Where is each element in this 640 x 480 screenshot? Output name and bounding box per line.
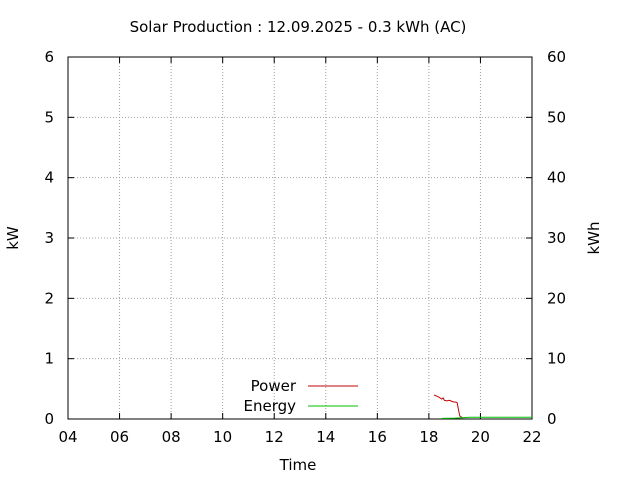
- series-line-power: [433, 394, 463, 419]
- legend: Power Energy: [243, 377, 358, 415]
- y2-tick-label: 10: [547, 350, 566, 368]
- y-tick-label: 2: [44, 289, 54, 307]
- x-tick-label: 14: [316, 428, 335, 446]
- series-line-energy: [441, 416, 532, 419]
- x-tick-label: 04: [58, 428, 77, 446]
- y-tick-label: 5: [44, 108, 54, 126]
- y-tick-label: 1: [44, 350, 54, 368]
- x-tick-label: 10: [213, 428, 232, 446]
- y2-tick-label: 20: [547, 289, 566, 307]
- grid-lines: [68, 57, 532, 419]
- y2-tick-label: 60: [547, 48, 566, 66]
- x-tick-label: 20: [471, 428, 490, 446]
- x-axis-label: Time: [279, 456, 317, 474]
- y-axis-label: kW: [4, 226, 22, 250]
- x-tick-label: 16: [368, 428, 387, 446]
- legend-label-power: Power: [251, 377, 297, 395]
- y2-tick-label: 50: [547, 108, 566, 126]
- axis-ticks: [67, 56, 533, 420]
- x-tick-label: 22: [522, 428, 541, 446]
- x-axis-tick-labels: 04 06 08 10 12 14 16 18 20 22: [58, 428, 541, 446]
- y2-axis-label: kWh: [585, 221, 603, 254]
- legend-label-energy: Energy: [243, 397, 296, 415]
- y-tick-label: 0: [44, 410, 54, 428]
- y-tick-label: 3: [44, 229, 54, 247]
- x-tick-label: 12: [265, 428, 284, 446]
- y2-axis-tick-labels: 0 10 20 30 40 50 60: [547, 48, 566, 428]
- x-tick-label: 08: [162, 428, 181, 446]
- y2-tick-label: 40: [547, 169, 566, 187]
- y2-tick-label: 30: [547, 229, 566, 247]
- data-series: [433, 394, 532, 419]
- chart-title: Solar Production : 12.09.2025 - 0.3 kWh …: [130, 18, 467, 36]
- x-tick-label: 18: [419, 428, 438, 446]
- y-axis-tick-labels: 0 1 2 3 4 5 6: [44, 48, 54, 428]
- y2-tick-label: 0: [547, 410, 557, 428]
- y-tick-label: 4: [44, 169, 54, 187]
- x-tick-label: 06: [110, 428, 129, 446]
- y-tick-label: 6: [44, 48, 54, 66]
